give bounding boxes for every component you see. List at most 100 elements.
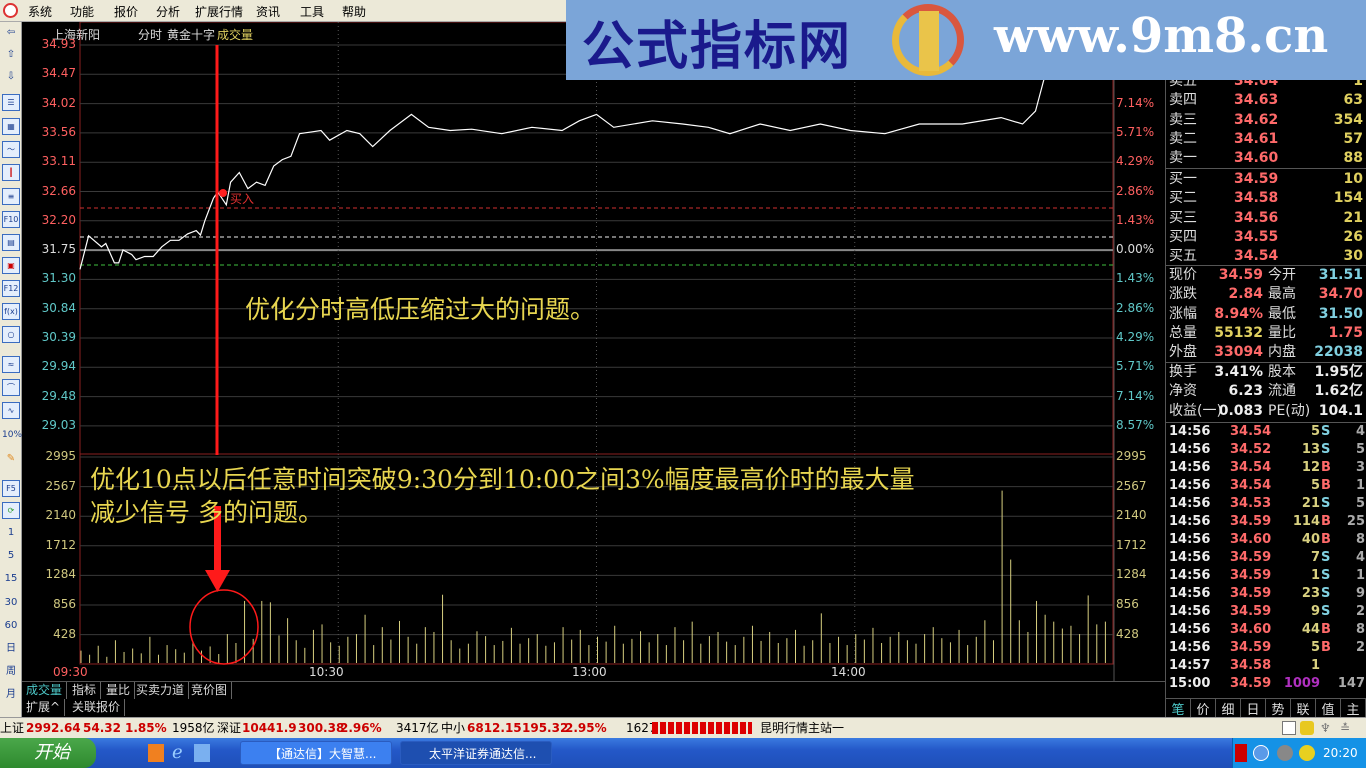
- right-tab[interactable]: 值: [1316, 699, 1341, 718]
- percent-tick: 2.86%: [1116, 183, 1155, 198]
- app-logo-icon[interactable]: [3, 3, 18, 18]
- fundamental-row: 收益(一) 0.083 PE(动) 104.1: [1166, 402, 1366, 421]
- tick-price: 34.54: [1230, 478, 1272, 493]
- right-tab[interactable]: 主: [1341, 699, 1366, 718]
- tick-count: 2: [1355, 604, 1365, 619]
- tick-count: 25: [1346, 514, 1365, 529]
- level-volume: 154: [1333, 190, 1363, 207]
- zigzag-icon[interactable]: ∿: [2, 402, 20, 419]
- right-tab[interactable]: 势: [1266, 699, 1291, 718]
- tab-related-quote[interactable]: 关联报价: [68, 699, 126, 716]
- tray-expand-icon[interactable]: [1253, 745, 1269, 761]
- level-label: 卖四: [1169, 92, 1197, 109]
- tick-volume: 40: [1301, 532, 1320, 547]
- line-chart-icon[interactable]: 〜: [2, 141, 20, 158]
- menu-system[interactable]: 系统: [28, 5, 53, 19]
- price-tick: 34.02: [41, 95, 76, 110]
- sub-chart-tabs: 成交量 指标 量比 买卖力道 竞价图 扩展^ 关联报价: [22, 681, 1165, 717]
- period-30min[interactable]: 30: [4, 597, 18, 608]
- period-1min[interactable]: 1: [7, 527, 15, 538]
- menu-function[interactable]: 功能: [70, 5, 95, 19]
- tab-volume[interactable]: 成交量: [22, 682, 68, 699]
- down-arrow-icon[interactable]: ⇩: [6, 71, 16, 82]
- right-tab[interactable]: 细: [1216, 699, 1241, 718]
- right-tab[interactable]: 价: [1191, 699, 1216, 718]
- period-15min[interactable]: 15: [4, 573, 18, 584]
- sz-label: 深证: [217, 721, 242, 735]
- back-arrow-icon[interactable]: ⇦: [6, 27, 16, 38]
- connection-icon[interactable]: ≛: [1340, 721, 1351, 735]
- menu-analysis[interactable]: 分析: [156, 5, 181, 19]
- percent-tick: 1.43%: [1116, 271, 1155, 286]
- table-icon[interactable]: ▦: [2, 118, 20, 135]
- tab-buy-sell-power[interactable]: 买卖力道: [132, 682, 190, 699]
- level-price: 34.63: [1234, 92, 1279, 109]
- fund-value: 6.23: [1228, 383, 1263, 400]
- security-icon[interactable]: [1299, 745, 1315, 761]
- formula-button[interactable]: f(x): [2, 303, 20, 320]
- clock: 20:20: [1323, 746, 1358, 760]
- bid-row: 买四 34.55 26: [1166, 228, 1366, 247]
- ten-percent-button[interactable]: 10%: [2, 430, 23, 440]
- percent-tick: 2.86%: [1116, 300, 1155, 315]
- tab-volume-ratio[interactable]: 量比: [102, 682, 136, 699]
- task-tdx-dzh[interactable]: 【通达信】大智慧...: [240, 741, 392, 765]
- intraday-chart[interactable]: 上海新阳 分时 黄金十字 成交量 34.93 34.47 34.02 33.56 33.…: [22, 22, 1165, 696]
- candle-icon[interactable]: ┃: [2, 164, 20, 181]
- wave-icon[interactable]: ≈: [2, 356, 20, 373]
- market-breadth-indicator: [652, 722, 752, 734]
- right-tab[interactable]: 日: [1241, 699, 1266, 718]
- notepad-icon[interactable]: [1282, 721, 1296, 735]
- menu-quote[interactable]: 报价: [114, 5, 139, 19]
- period-week[interactable]: 周: [6, 666, 16, 677]
- period-5min[interactable]: 5: [7, 550, 15, 561]
- period-60min[interactable]: 60: [4, 620, 18, 631]
- task-tpy-tdx[interactable]: 太平洋证券通达信...: [400, 741, 552, 765]
- ime-icon[interactable]: [1235, 744, 1247, 762]
- ask-row: 卖二 34.61 57: [1166, 130, 1366, 149]
- news-icon[interactable]: ≡: [2, 188, 20, 205]
- menu-news[interactable]: 资讯: [256, 5, 281, 19]
- ie-icon[interactable]: ℯ: [172, 742, 183, 763]
- volume-tick: 2995: [45, 449, 76, 463]
- divider: [1166, 362, 1366, 363]
- sector-icon[interactable]: ▤: [2, 234, 20, 251]
- mountain-icon[interactable]: ⌒: [2, 379, 20, 396]
- quicklaunch-app-icon[interactable]: [148, 744, 164, 762]
- f12-button[interactable]: F12: [2, 280, 20, 297]
- quote-row: 总量 55132 量比 1.75: [1166, 324, 1366, 343]
- level-label: 买四: [1169, 228, 1197, 245]
- up-arrow-icon[interactable]: ⇧: [6, 49, 16, 60]
- level-label: 买三: [1169, 209, 1197, 226]
- level-price: 34.61: [1234, 130, 1279, 147]
- server-name[interactable]: 昆明行情主站一: [760, 721, 845, 735]
- period-day[interactable]: 日: [6, 643, 16, 654]
- tab-auction[interactable]: 竞价图: [187, 682, 233, 699]
- quicklaunch-app2-icon[interactable]: [194, 744, 210, 762]
- menu-extended[interactable]: 扩展行情: [195, 5, 244, 19]
- tab-expand[interactable]: 扩展^: [22, 699, 66, 716]
- right-tab[interactable]: 笔: [1166, 699, 1191, 718]
- right-tab[interactable]: 联: [1291, 699, 1316, 718]
- period-month[interactable]: 月: [6, 689, 16, 700]
- menu-tools[interactable]: 工具: [300, 5, 325, 19]
- quote-icon[interactable]: ☰: [2, 94, 20, 111]
- f10-button[interactable]: F10: [2, 211, 20, 228]
- watermark-banner: 公式指标网 www.9m8.cn: [566, 0, 1366, 80]
- alert-icon[interactable]: [1300, 721, 1314, 735]
- tick-volume: 5: [1310, 478, 1320, 493]
- notebook-icon[interactable]: ▣: [2, 257, 20, 274]
- circle-icon[interactable]: ○: [2, 326, 20, 343]
- tick-price: 34.54: [1230, 424, 1272, 439]
- signal-icon[interactable]: ♆: [1320, 721, 1331, 735]
- menu-help[interactable]: 帮助: [342, 5, 367, 19]
- tick-side: S: [1321, 496, 1331, 511]
- pencil-icon[interactable]: ✎: [6, 453, 16, 464]
- f5-button[interactable]: F5: [2, 480, 20, 497]
- volume-icon[interactable]: [1277, 745, 1293, 761]
- refresh-icon[interactable]: ⟳: [2, 502, 20, 519]
- fund-value: 1.95亿: [1314, 364, 1363, 380]
- tab-indicator[interactable]: 指标: [68, 682, 102, 699]
- start-button[interactable]: 开始: [0, 738, 96, 768]
- tick-volume: 23: [1301, 586, 1320, 601]
